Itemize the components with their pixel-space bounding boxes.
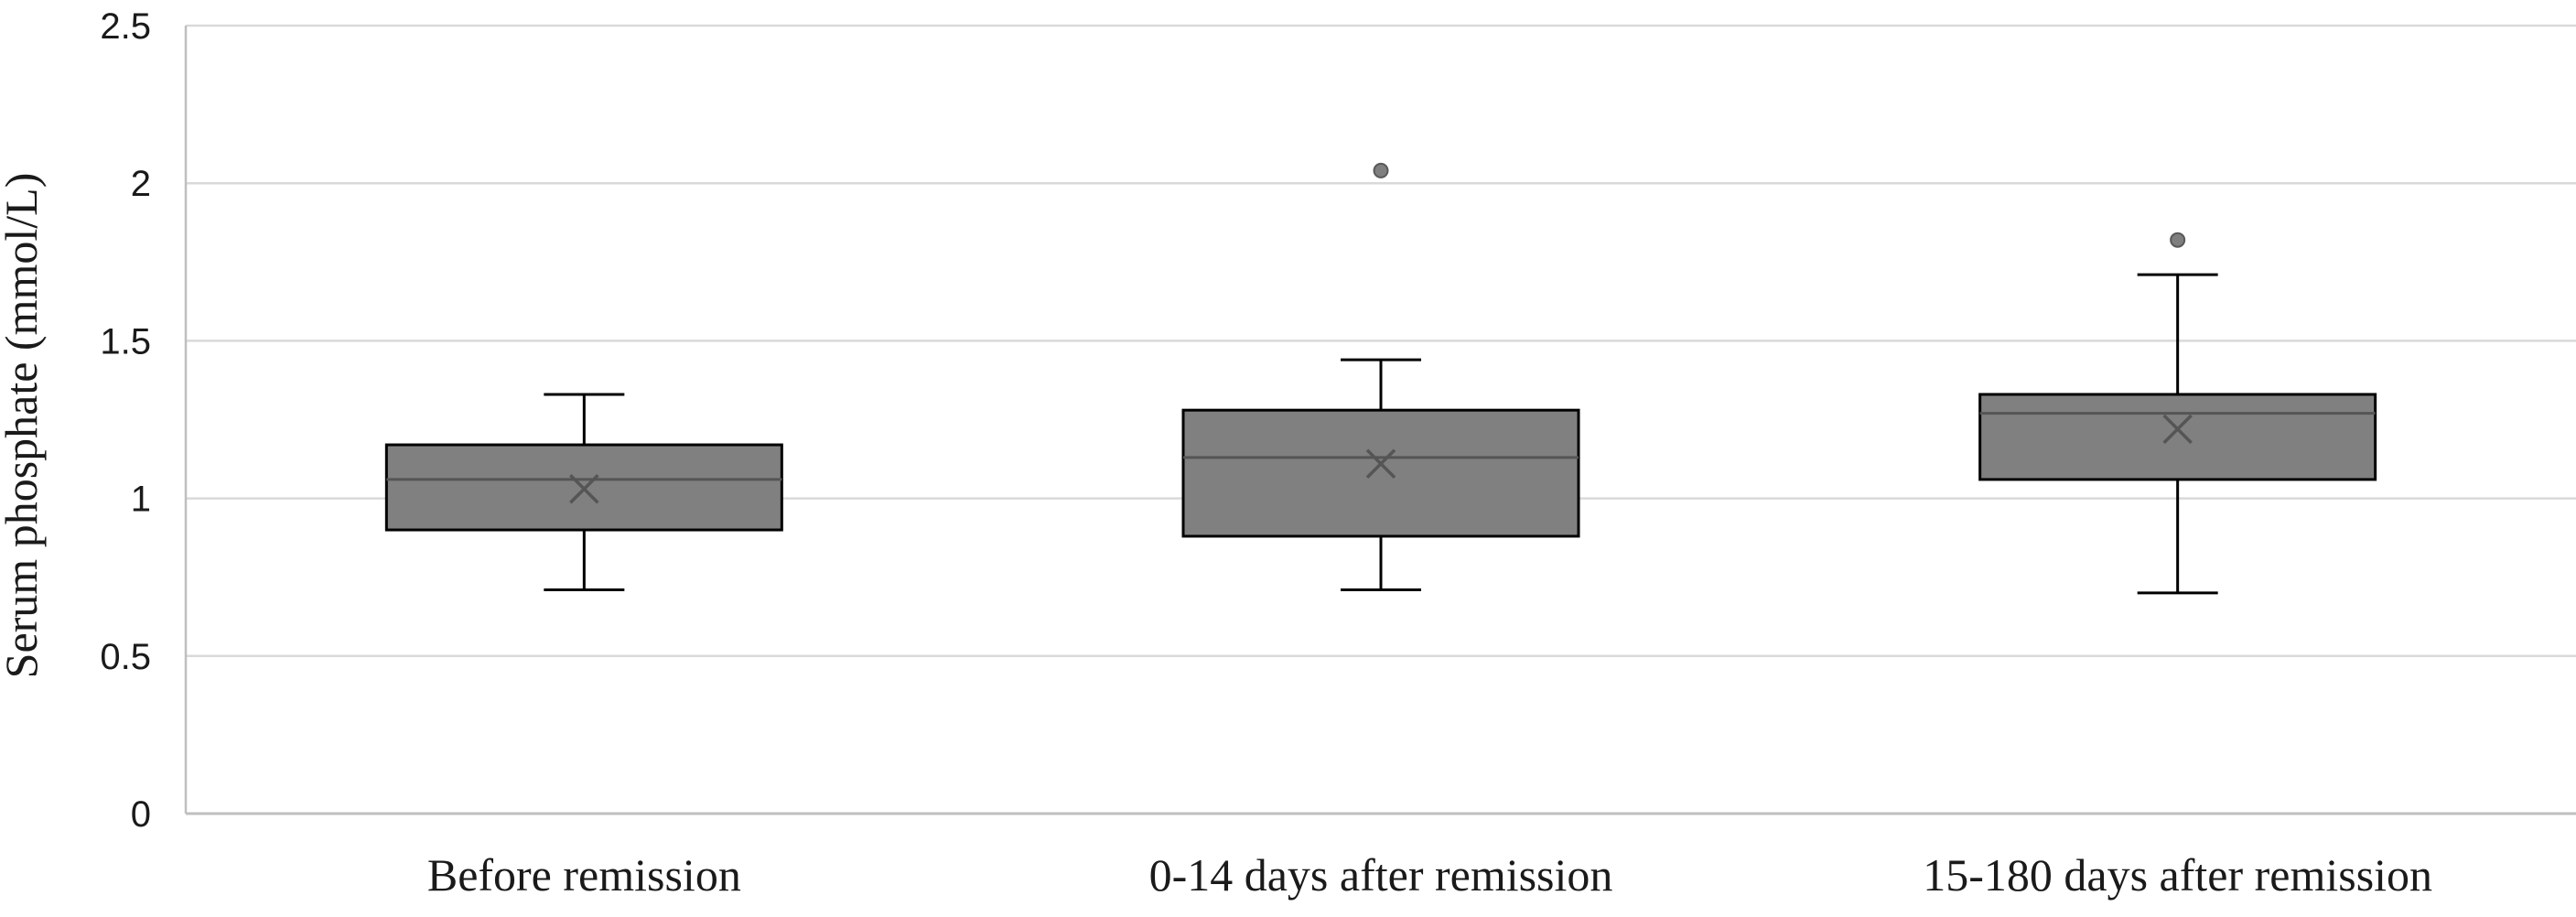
x-axis-categories: Before remission 0-14 days after remissio… bbox=[427, 849, 2432, 901]
mean-marker bbox=[569, 474, 599, 504]
x-category-label: 0-14 days after remission bbox=[1149, 849, 1613, 901]
y-tick-label: 1.5 bbox=[100, 321, 151, 361]
y-tick-label: 2.5 bbox=[100, 6, 151, 47]
x-category-label: 15-180 days after remission bbox=[1923, 849, 2432, 901]
mean-marker bbox=[1365, 448, 1396, 479]
y-tick-label: 0 bbox=[131, 794, 151, 835]
outlier-point bbox=[2170, 232, 2186, 248]
box-group bbox=[384, 393, 783, 591]
iqr-box bbox=[1181, 408, 1580, 538]
y-tick-label: 1 bbox=[131, 480, 151, 520]
boxes bbox=[384, 162, 2377, 595]
mean-marker bbox=[2162, 414, 2193, 445]
box-group bbox=[1978, 232, 2377, 595]
outlier-point bbox=[1373, 162, 1389, 178]
iqr-box bbox=[1978, 393, 2377, 481]
y-axis-ticks: 0 0.5 1 1.5 2 2.5 bbox=[100, 6, 151, 835]
x-category-label: Before remission bbox=[427, 849, 741, 901]
y-tick-label: 2 bbox=[131, 164, 151, 204]
box-group bbox=[1181, 162, 1580, 591]
y-tick-label: 0.5 bbox=[100, 637, 151, 677]
y-axis-title: Serum phosphate (mmol/L) bbox=[0, 173, 47, 679]
